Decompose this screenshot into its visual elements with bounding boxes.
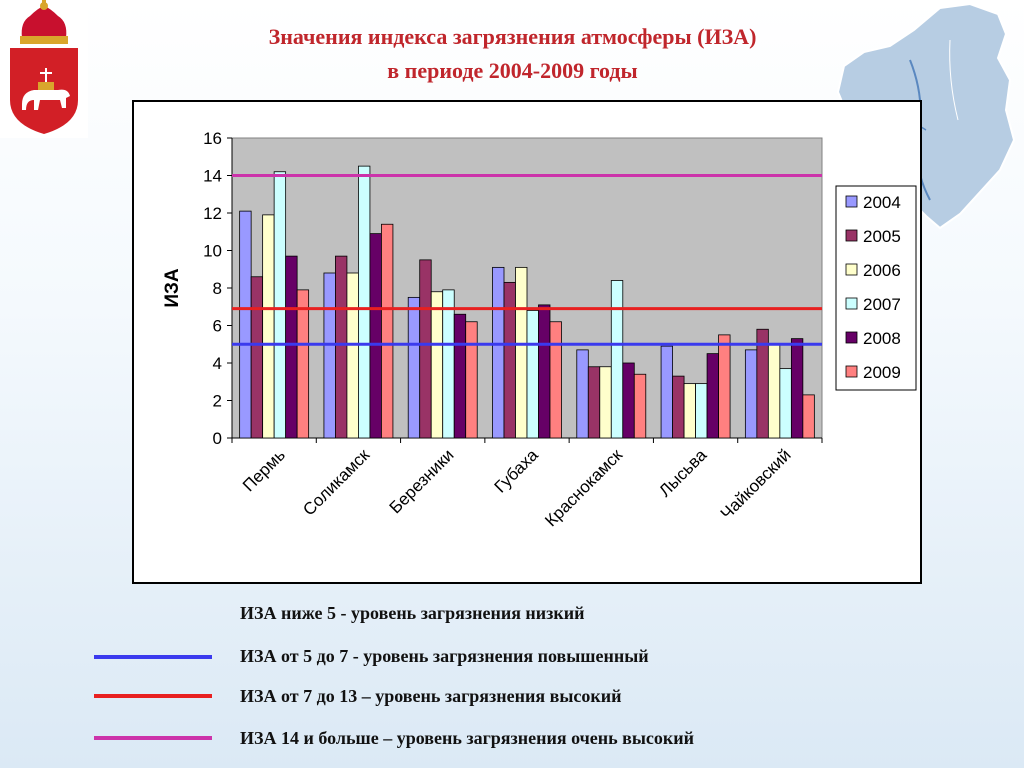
- bar: [526, 310, 539, 439]
- bar: [358, 165, 371, 439]
- bar: [610, 280, 624, 439]
- bar: [381, 223, 394, 439]
- x-tick-label: Березники: [386, 445, 458, 517]
- bar: [323, 272, 336, 439]
- bar: [503, 281, 516, 439]
- y-tick-label: 2: [213, 392, 222, 411]
- bar: [407, 296, 421, 439]
- bar: [744, 349, 758, 439]
- bar: [802, 394, 815, 439]
- bar: [549, 321, 562, 439]
- legend-swatch: [845, 365, 858, 378]
- y-tick-label: 6: [213, 317, 222, 336]
- x-tick-label: Лысьва: [655, 445, 711, 501]
- legend-entry: 2007: [863, 295, 901, 314]
- bar: [346, 272, 359, 439]
- level-high-text: ИЗА от 7 до 13 – уровень загрязнения выс…: [240, 686, 622, 706]
- y-tick-label: 8: [213, 279, 222, 298]
- legend-swatch: [845, 195, 858, 208]
- level-very-high-text: ИЗА 14 и больше – уровень загрязнения оч…: [240, 728, 695, 748]
- bar: [622, 362, 635, 439]
- legend-swatch: [845, 263, 858, 276]
- bar: [442, 289, 455, 439]
- bar: [718, 334, 731, 439]
- bar: [239, 210, 252, 439]
- bar: [296, 289, 310, 439]
- y-tick-label: 10: [203, 242, 222, 261]
- bar: [335, 255, 348, 439]
- level-very-high-line: [94, 736, 212, 740]
- legend-entry: 2005: [863, 227, 901, 246]
- bar: [285, 255, 298, 439]
- level-high-line: [94, 694, 212, 698]
- bar: [538, 304, 551, 439]
- x-tick-label: Пермь: [239, 445, 289, 495]
- bar: [262, 214, 275, 439]
- y-tick-label: 12: [203, 204, 222, 223]
- bar: [599, 366, 612, 439]
- bar: [515, 266, 528, 439]
- level-elevated-text: ИЗА от 5 до 7 - уровень загрязнения повы…: [240, 646, 649, 666]
- legend-swatch: [845, 297, 858, 310]
- y-tick-label: 16: [203, 129, 222, 148]
- x-tick-label: Губаха: [491, 445, 543, 497]
- legend-entry: 2008: [863, 329, 901, 348]
- x-tick-label: Соликамск: [299, 445, 373, 519]
- chart-frame: 0 2 4 6 8 10 12 14 16 ИЗА Пермь Соликамск Березники Г…: [132, 100, 922, 584]
- bar: [492, 266, 505, 439]
- bar: [790, 338, 804, 439]
- y-tick-label: 0: [213, 429, 222, 448]
- bar: [587, 366, 601, 439]
- page-title: Значения индекса загрязнения атмосферы (…: [268, 24, 757, 49]
- bar: [683, 383, 696, 439]
- bar-chart: 0 2 4 6 8 10 12 14 16 ИЗА Пермь Соликамск Березники Г…: [162, 129, 917, 530]
- legend-entry: 2009: [863, 363, 901, 382]
- y-tick-label: 14: [203, 167, 222, 186]
- legend-entry: 2006: [863, 261, 901, 280]
- chart-legend: [835, 185, 917, 391]
- bar: [672, 375, 685, 439]
- level-low-line: [94, 655, 212, 659]
- bar: [273, 171, 287, 439]
- y-axis-label: ИЗА: [162, 268, 183, 308]
- legend-swatch: [845, 229, 858, 242]
- bar: [576, 349, 589, 439]
- x-tick-label: Краснокамск: [541, 445, 626, 530]
- x-tick-label: Чайковский: [717, 445, 795, 523]
- bar: [419, 259, 432, 439]
- bar: [369, 233, 382, 439]
- coat-of-arms-icon: [0, 0, 88, 138]
- bar: [695, 383, 708, 439]
- level-low-text: ИЗА ниже 5 - уровень загрязнения низкий: [240, 603, 585, 623]
- legend-swatch: [845, 331, 858, 344]
- bar: [706, 353, 719, 439]
- legend-entry: 2004: [863, 193, 901, 212]
- bar: [430, 291, 444, 439]
- bar: [453, 313, 467, 439]
- y-tick-label: 4: [213, 354, 222, 373]
- bar: [660, 345, 673, 439]
- bar: [767, 343, 781, 439]
- bar: [633, 373, 647, 439]
- bar: [250, 276, 264, 439]
- bar: [465, 321, 478, 439]
- page-subtitle: в периоде 2004-2009 годы: [387, 58, 638, 83]
- bar: [779, 368, 792, 439]
